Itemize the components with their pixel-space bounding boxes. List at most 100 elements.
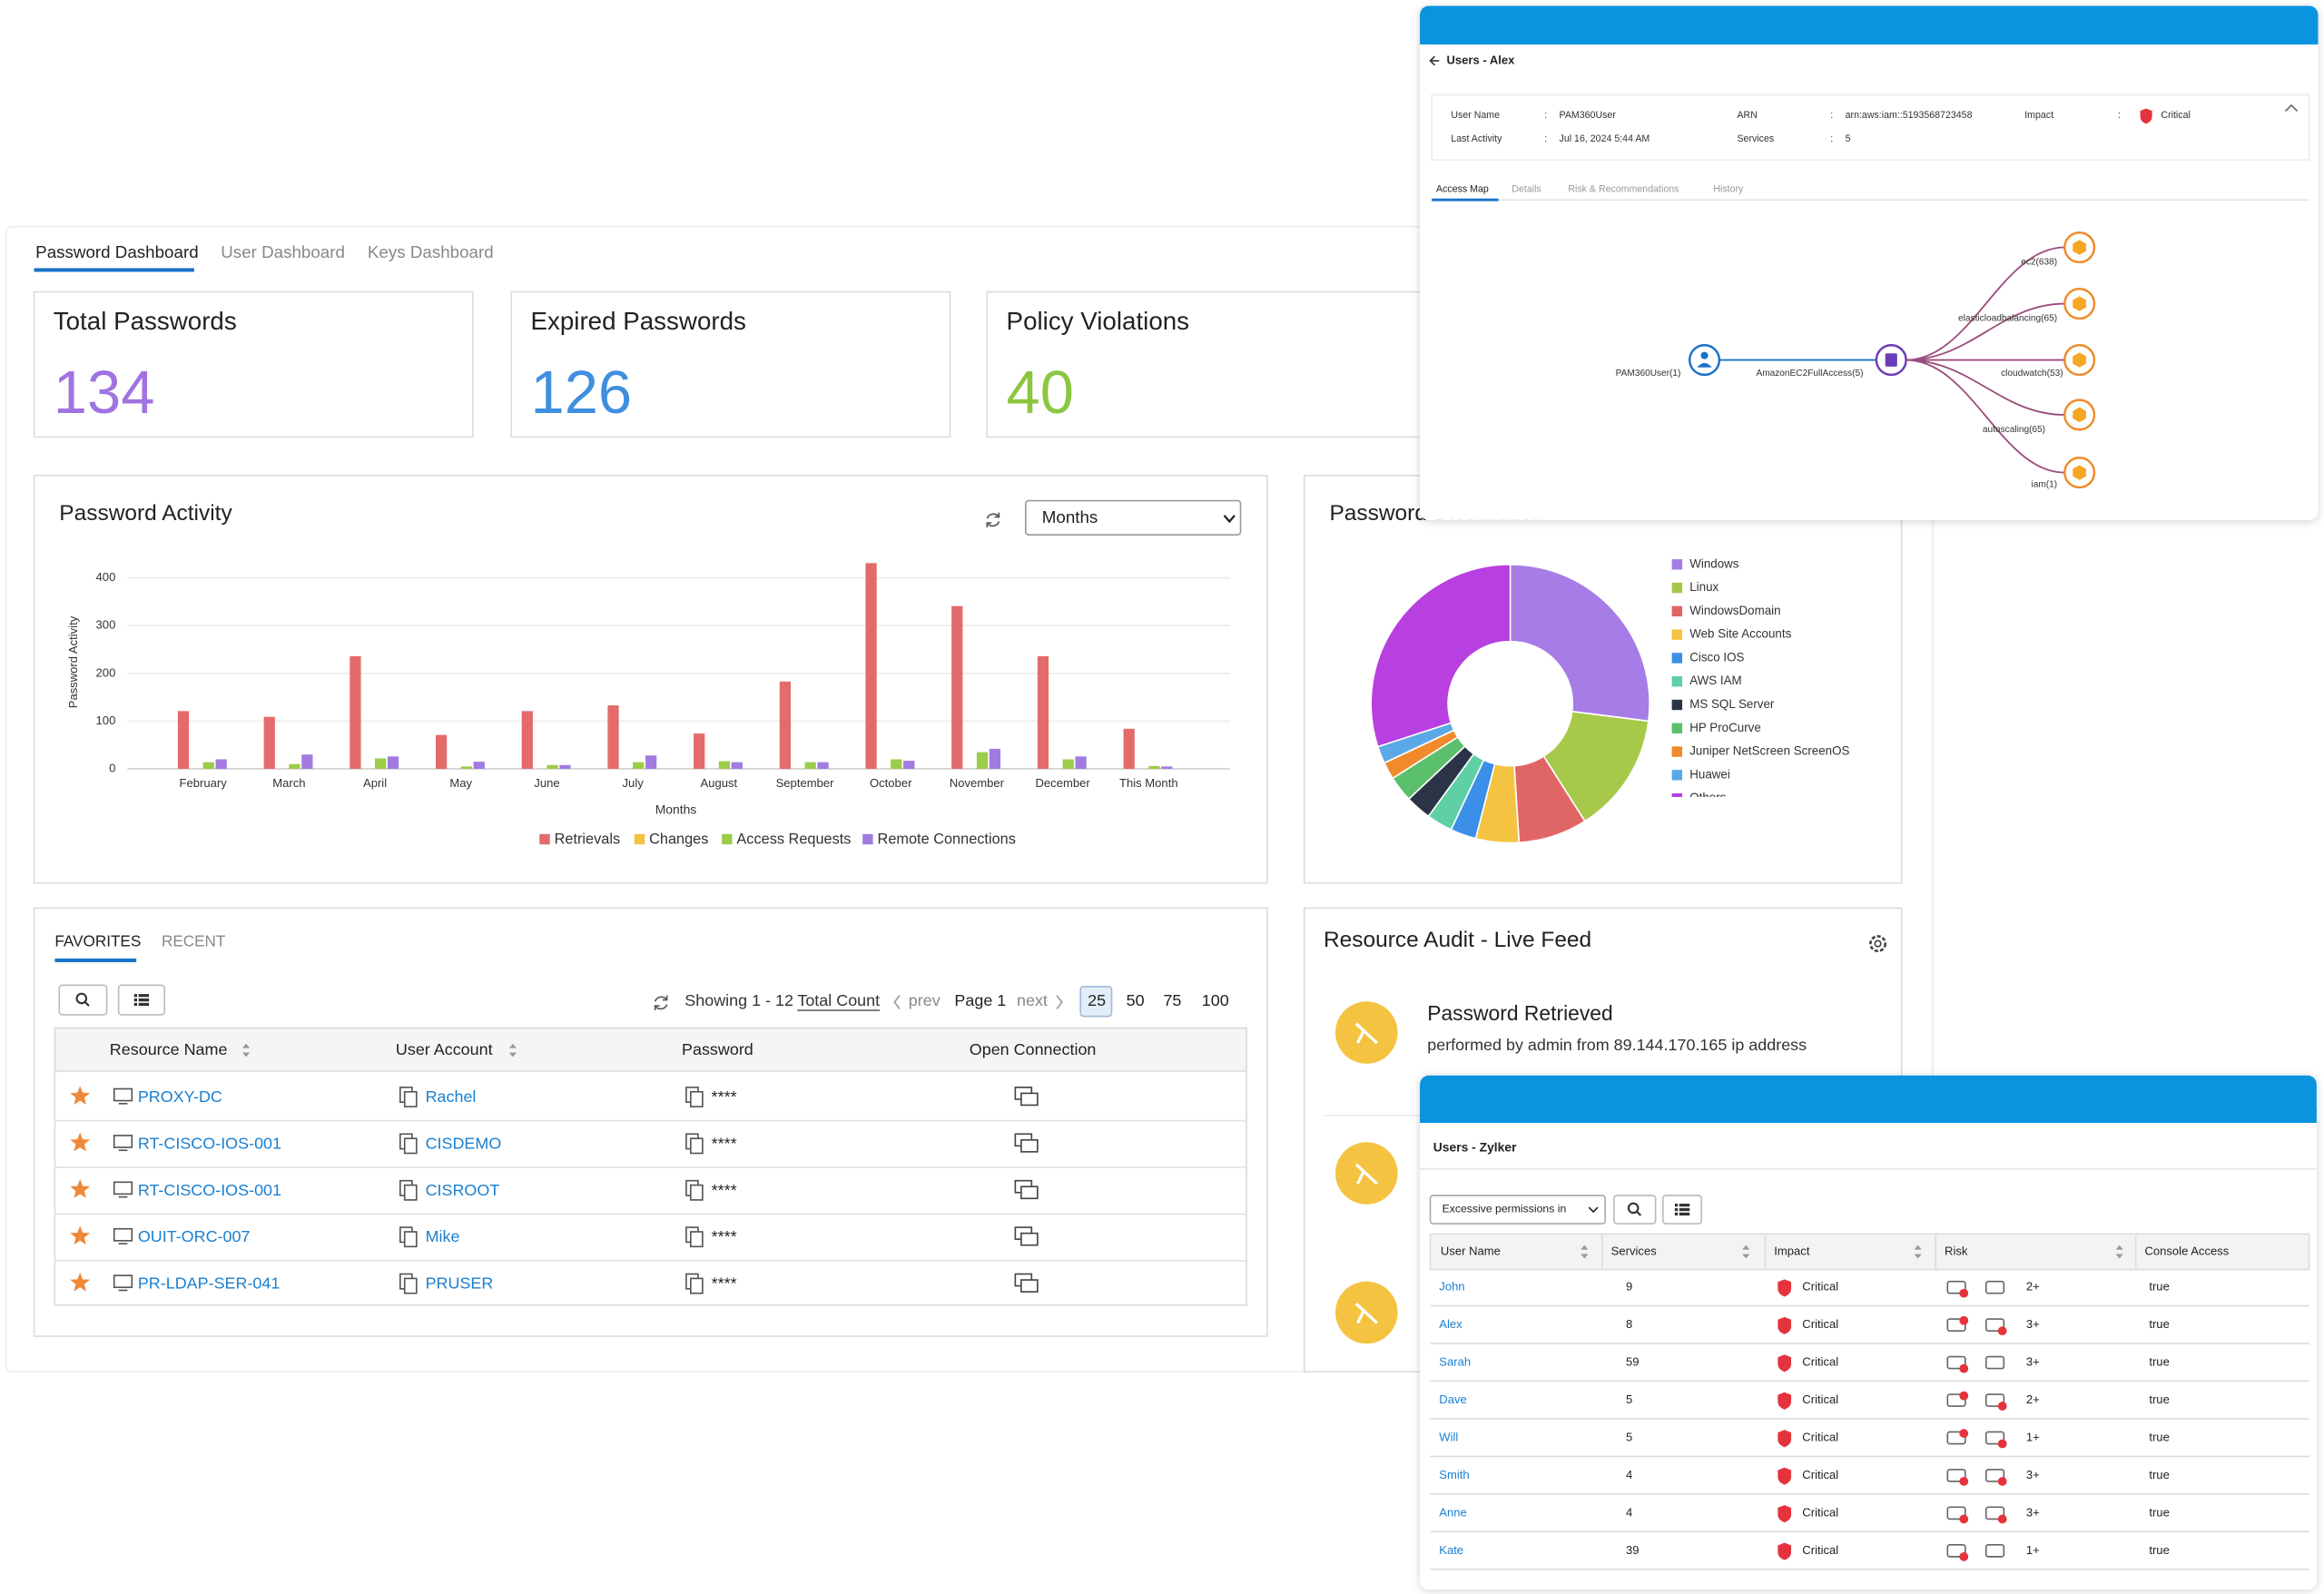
bar — [645, 755, 657, 769]
period-select-value[interactable]: Months — [1042, 507, 1098, 526]
password-mask: **** — [712, 1087, 737, 1106]
services-count: 4 — [1626, 1505, 1632, 1519]
node-label: PAM360User(1) — [1616, 369, 1681, 379]
services-count: 59 — [1626, 1355, 1640, 1369]
user-name-link[interactable]: Kate — [1439, 1543, 1463, 1557]
access-map-tab[interactable]: Details — [1512, 184, 1541, 195]
select-chevron — [1588, 1206, 1599, 1214]
resource-name-link[interactable]: PROXY-DC — [138, 1087, 222, 1106]
critical-shield-icon — [1777, 1467, 1792, 1485]
prev-chevron — [893, 995, 901, 1009]
user-account-link[interactable]: Mike — [426, 1227, 460, 1245]
search-button — [58, 984, 108, 1016]
next-link[interactable]: next — [1017, 991, 1048, 1009]
x-tick-label: May — [449, 776, 472, 790]
bar — [387, 756, 399, 769]
console-access: true — [2149, 1280, 2169, 1294]
bar — [804, 762, 816, 769]
user-node-body — [1697, 362, 1712, 368]
filter-select[interactable] — [1429, 1195, 1606, 1225]
favorite-star — [70, 1179, 91, 1198]
resource-name-link[interactable]: PR-LDAP-SER-041 — [138, 1274, 281, 1293]
user-name-link[interactable]: Sarah — [1439, 1355, 1471, 1369]
access-map-tab[interactable]: Access Map — [1436, 184, 1489, 195]
field-value: Jul 16, 2024 5:44 AM — [1560, 133, 1650, 144]
access-map-tab[interactable]: History — [1713, 184, 1744, 195]
bar — [215, 759, 227, 769]
x-tick-label: October — [870, 776, 912, 790]
bar — [633, 762, 645, 769]
x-tick-label: February — [180, 776, 228, 790]
critical-shield-icon — [1777, 1279, 1792, 1297]
user-name-link[interactable]: Will — [1439, 1430, 1458, 1443]
x-tick-label: November — [950, 776, 1005, 790]
resource-name-link[interactable]: RT-CISCO-IOS-001 — [138, 1181, 281, 1199]
x-tick-label: April — [363, 776, 387, 790]
resource-name-link[interactable]: OUIT-ORC-007 — [138, 1227, 251, 1245]
connection-icon-2 — [1020, 1232, 1039, 1246]
copy-icon-front — [403, 1184, 418, 1201]
period-select[interactable] — [1024, 499, 1242, 536]
page-size-option[interactable]: 50 — [1127, 991, 1145, 1009]
user-name-link[interactable]: Alex — [1439, 1317, 1462, 1331]
legend-swatch — [722, 833, 733, 845]
field-value: PAM360User — [1560, 110, 1617, 121]
field-separator: : — [1830, 133, 1833, 144]
user-account-link[interactable]: Rachel — [426, 1087, 477, 1106]
audit-title: Resource Audit - Live Feed — [1324, 928, 1591, 952]
page-size-selected — [1079, 986, 1113, 1018]
user-name-link[interactable]: Dave — [1439, 1392, 1466, 1406]
console-access: true — [2149, 1505, 2169, 1519]
service-node-icon — [2073, 240, 2086, 255]
settings-icon — [1869, 935, 1887, 953]
node-label: AmazonEC2FullAccess(5) — [1756, 369, 1863, 379]
total-count-link[interactable]: Total Count — [797, 991, 880, 1009]
prev-link[interactable]: prev — [909, 991, 940, 1009]
risk-alert-dot — [1959, 1477, 1969, 1486]
list-icon-bullet — [1674, 1203, 1679, 1207]
policy-node-icon — [1885, 353, 1897, 367]
page-size-option[interactable]: 75 — [1163, 991, 1181, 1009]
dashboard-tab[interactable]: Password Dashboard — [35, 242, 198, 261]
dashboard-tab[interactable]: Keys Dashboard — [368, 242, 494, 261]
card-value: 134 — [54, 359, 155, 427]
risk-count: 3+ — [2026, 1505, 2040, 1519]
dashboard-tab[interactable]: User Dashboard — [221, 242, 345, 261]
donut-slice — [1509, 563, 1650, 723]
favorites-tab[interactable]: FAVORITES — [54, 931, 141, 950]
x-tick-label: September — [776, 776, 834, 790]
node-label: ec2(638) — [2021, 258, 2057, 268]
x-tick-label: March — [272, 776, 305, 790]
filter-select-value[interactable]: Excessive permissions in — [1443, 1203, 1567, 1215]
legend-swatch — [1671, 653, 1683, 664]
copy-icon-front — [403, 1137, 418, 1155]
page-size-option[interactable]: 100 — [1202, 991, 1229, 1009]
page-size-option[interactable]: 25 — [1088, 991, 1106, 1009]
legend-swatch — [1671, 629, 1683, 640]
password-mask: **** — [712, 1274, 737, 1293]
user-name-link[interactable]: Anne — [1439, 1505, 1466, 1519]
risk-alert-dot — [1959, 1514, 1969, 1524]
risk-alert-dot — [1997, 1477, 2007, 1486]
user-account-link[interactable]: CISROOT — [426, 1181, 500, 1199]
user-name-link[interactable]: Smith — [1439, 1468, 1469, 1481]
favorites-tab[interactable]: RECENT — [162, 931, 226, 950]
favorite-star — [70, 1225, 91, 1245]
legend-swatch — [1671, 582, 1683, 594]
panel-header-base — [1420, 1107, 2317, 1124]
users-panel — [1420, 1075, 2317, 1590]
collapse-chevron — [2284, 103, 2299, 112]
access-map-tab[interactable]: Risk & Recommendations — [1568, 184, 1679, 195]
resource-name-link[interactable]: RT-CISCO-IOS-001 — [138, 1134, 281, 1152]
next-chevron — [1056, 995, 1063, 1009]
user-account-link[interactable]: CISDEMO — [426, 1134, 502, 1152]
summary-card — [986, 290, 1427, 438]
y-tick-label: 200 — [96, 665, 116, 679]
user-name-link[interactable]: John — [1439, 1280, 1464, 1294]
bar — [473, 762, 485, 769]
critical-shield-icon — [2140, 108, 2152, 124]
user-account-link[interactable]: PRUSER — [426, 1274, 494, 1293]
risk-count: 3+ — [2026, 1468, 2040, 1481]
donut-slice — [1370, 563, 1512, 748]
console-access: true — [2149, 1430, 2169, 1443]
